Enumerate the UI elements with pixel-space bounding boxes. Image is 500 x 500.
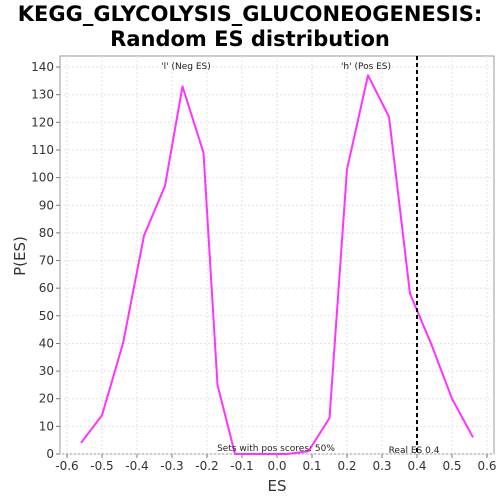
y-tick-label: 80 [39, 226, 54, 240]
y-tick-label: 50 [39, 309, 54, 323]
x-tick-label: 0.6 [477, 459, 496, 473]
plot-area [59, 55, 495, 455]
gridlines [60, 56, 494, 455]
x-tick-label: -0.3 [160, 459, 183, 473]
x-axis-label: ES [268, 477, 287, 495]
x-tick-label: 0.2 [337, 459, 356, 473]
real-es-note: Real ES 0.4 [389, 446, 440, 456]
chart-title-line2: Random ES distribution [110, 27, 390, 51]
x-tick-label: 0.0 [267, 459, 286, 473]
x-tick-label: 0.1 [302, 459, 321, 473]
y-axis-ticks: 0 10 20 30 40 50 60 70 80 90 100 110 120 130 140 [31, 60, 60, 461]
series-layer [80, 74, 474, 455]
y-tick-label: 10 [39, 419, 54, 433]
y-tick-label: 40 [39, 336, 54, 350]
pos-es-label: 'h' (Pos ES) [341, 62, 391, 72]
chart-title-line1: KEGG_GLYCOLYSIS_GLUCONEOGENESIS: [18, 2, 482, 26]
x-tick-label: -0.2 [195, 459, 218, 473]
y-tick-label: 70 [39, 254, 54, 268]
pos-scores-note: Sets with pos scores: 50% [217, 444, 335, 454]
y-tick-label: 60 [39, 281, 54, 295]
y-tick-label: 0 [46, 447, 54, 461]
y-tick-label: 100 [31, 171, 54, 185]
y-tick-label: 140 [31, 60, 54, 74]
y-tick-label: 110 [31, 143, 54, 157]
y-tick-label: 30 [39, 364, 54, 378]
es-distribution-line [80, 74, 474, 455]
x-tick-label: 0.5 [442, 459, 461, 473]
y-tick-label: 130 [31, 88, 54, 102]
x-tick-label: -0.1 [230, 459, 253, 473]
y-tick-label: 90 [39, 198, 54, 212]
x-tick-label: 0.3 [372, 459, 391, 473]
x-tick-label: 0.4 [407, 459, 426, 473]
x-tick-label: -0.4 [125, 459, 148, 473]
x-tick-label: -0.6 [55, 459, 78, 473]
y-axis-label: P(ES) [11, 236, 29, 276]
y-tick-label: 20 [39, 392, 54, 406]
y-tick-label: 120 [31, 115, 54, 129]
x-axis-ticks: -0.6 -0.5 -0.4 -0.3 -0.2 -0.1 0.0 0.1 0.2 0.3 0.4 0… [55, 454, 497, 473]
neg-es-label: 'l' (Neg ES) [161, 62, 211, 72]
x-tick-label: -0.5 [90, 459, 113, 473]
